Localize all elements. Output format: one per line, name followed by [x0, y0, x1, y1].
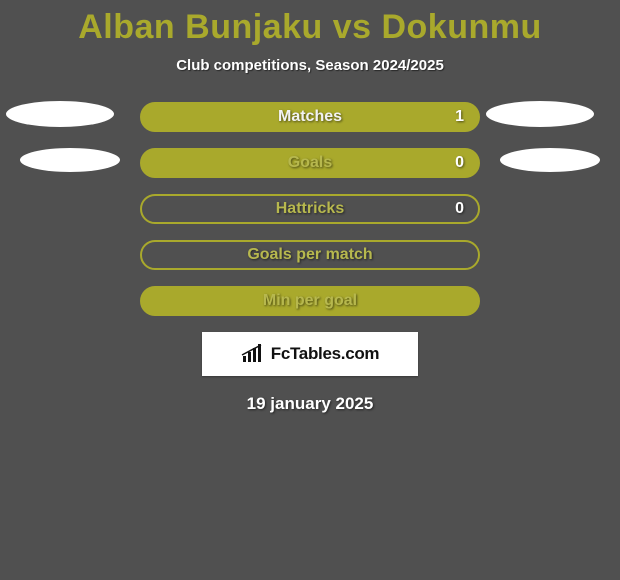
decorative-ellipse: [486, 101, 594, 127]
stat-row: Min per goal: [140, 286, 480, 316]
stat-row: Matches1: [140, 102, 480, 132]
logo: FcTables.com: [241, 344, 380, 364]
logo-text: FcTables.com: [271, 344, 380, 364]
stat-label: Min per goal: [142, 292, 478, 310]
stat-value: 1: [455, 108, 464, 126]
stat-row: Goals0: [140, 148, 480, 178]
page-title: Alban Bunjaku vs Dokunmu: [0, 0, 620, 47]
stat-value: 0: [455, 154, 464, 172]
stat-row: Hattricks0: [140, 194, 480, 224]
logo-box: FcTables.com: [202, 332, 418, 376]
decorative-ellipse: [20, 148, 120, 172]
subtitle: Club competitions, Season 2024/2025: [0, 57, 620, 74]
decorative-ellipse: [500, 148, 600, 172]
stat-row: Goals per match: [140, 240, 480, 270]
bar-chart-icon: [241, 344, 267, 364]
decorative-ellipse: [6, 101, 114, 127]
stat-label: Goals: [142, 154, 478, 172]
stat-label: Matches: [142, 108, 478, 126]
stat-label: Hattricks: [142, 200, 478, 218]
stat-label: Goals per match: [142, 246, 478, 264]
stat-bar-chart: Matches1Goals0Hattricks0Goals per matchM…: [0, 102, 620, 316]
stat-value: 0: [455, 200, 464, 218]
date-stamp: 19 january 2025: [0, 394, 620, 414]
